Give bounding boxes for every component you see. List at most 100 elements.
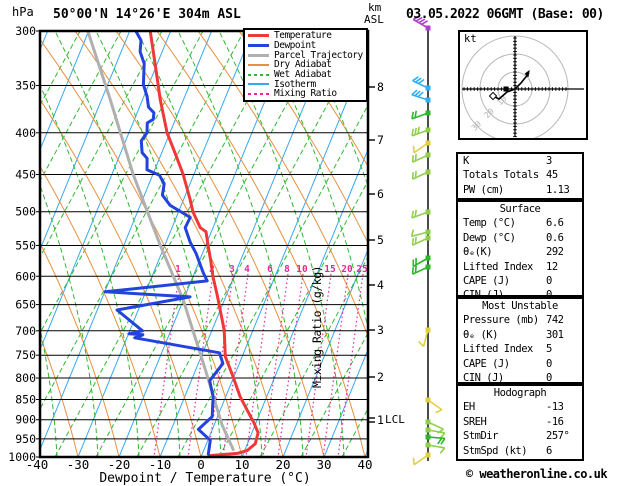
svg-text:4: 4 [377,278,384,292]
legend: Temperature Dewpoint Parcel Trajectory D… [243,28,368,102]
lcl-label: LCL [385,413,405,426]
dry-adiabat-line-swatch [248,63,269,66]
svg-text:40: 40 [357,457,372,472]
surface-table: Surface Temp (°C) 6.6 Dewp (°C) 0.6 θₑ(K… [456,200,584,301]
svg-text:400: 400 [15,126,36,140]
svg-text:300: 300 [15,24,36,38]
wind-barb [410,229,431,238]
watermark: © weatheronline.co.uk [465,467,608,481]
svg-text:6: 6 [377,187,384,201]
svg-text:900: 900 [15,413,36,427]
table-row: CAPE (J) 0 [463,357,552,370]
svg-text:550: 550 [15,238,36,252]
wind-barb [412,140,431,154]
wind-barb [411,110,431,120]
svg-text:10: 10 [234,457,249,472]
wind-barb [425,442,446,454]
parcel-trajectory-curve [86,32,235,451]
legend-item-dry-adiabat: Dry Adiabat [248,60,366,70]
most-unstable-table: Most Unstable Pressure (mb) 742 θₑ (K) 3… [456,297,584,384]
table-row: StmSpd (kt) 6 [463,444,552,457]
mixing-ratio-value-label: 20 [341,264,353,275]
mixing-ratio-axis-label: Mixing Ratio (g/kg) [310,265,324,388]
svg-text:600: 600 [15,269,36,283]
mixing-ratio-value-label: 10 [296,264,308,275]
plot-border [38,29,370,459]
table-row: EH -13 [463,401,564,414]
svg-text:750: 750 [15,348,36,362]
svg-text:350: 350 [15,79,36,93]
svg-text:-20: -20 [108,457,131,472]
svg-text:5: 5 [377,233,384,247]
svg-text:-30: -30 [67,457,90,472]
mixing-ratio-value-label: 25 [356,264,368,275]
station-title: 50°00'N 14°26'E 304m ASL [53,7,241,22]
svg-text:7: 7 [377,133,384,147]
mixing-ratio-value-label: 8 [284,264,290,275]
svg-text:800: 800 [15,371,36,385]
temperature-line-swatch [248,34,269,38]
wind-barb [411,264,431,275]
km-axis: 8 7 6 5 4 3 2 1 [368,80,384,427]
table-row: Temp (°C) 6.6 [463,217,564,230]
wind-barb [411,169,431,180]
altitude-axis-unit-km: km [368,1,382,14]
wind-barb [425,397,443,414]
legend-item-mixing-ratio: Mixing Ratio [248,89,366,99]
temperature-axis-labels: -40 -30 -20 -10 0 10 20 30 40 [26,457,373,472]
svg-text:2: 2 [377,370,384,384]
table-row: SREH -16 [463,415,564,428]
altitude-axis-unit-asl: ASL [364,13,384,26]
pressure-axis-labels: 300 350 400 450 500 550 600 650 700 750 800 850 900 9… [8,24,40,464]
wind-barb [411,126,431,137]
table-row: Dewp (°C) 0.6 [463,231,564,244]
wind-barb [411,209,431,219]
svg-text:3: 3 [377,323,384,337]
legend-item-isotherm: Isotherm [248,79,366,89]
hodograph-ring-label: 30 [470,119,483,132]
mixing-ratio-value-label: 6 [267,264,273,275]
mixing-ratio-value-label: 4 [244,264,250,275]
svg-text:-40: -40 [26,457,49,472]
x-axis-title: Dewpoint / Temperature (°C) [99,471,311,486]
table-row: CAPE (J) 0 [463,274,552,287]
svg-text:950: 950 [15,432,36,446]
svg-text:500: 500 [15,205,36,219]
dewpoint-line-swatch [248,44,269,48]
mixing-ratio-value-label: 1 [175,264,181,275]
hodograph-ring-label: 20 [483,107,496,120]
hodograph-panel: 10 20 30 kt [458,30,588,140]
svg-text:20: 20 [275,457,290,472]
svg-text:450: 450 [15,167,36,181]
svg-text:0: 0 [197,457,205,472]
wind-barb [412,255,431,268]
hodograph-trace [492,72,530,100]
table-row: Totals Totals 45 [463,169,558,182]
indices-table: K 3 Totals Totals 45 PW (cm) 1.13 [456,152,584,200]
hodograph-unit-label: kt [464,33,477,45]
wind-barb [425,434,446,445]
hodograph-table-title: Hodograph [493,387,547,399]
isotherm-line-swatch [248,83,269,86]
legend-item-parcel: Parcel Trajectory [248,50,366,60]
legend-item-temperature: Temperature [248,31,366,41]
table-row: StmDir 257° [463,430,570,443]
table-row: PW (cm) 1.13 [463,183,570,196]
temperature-curve [148,32,260,456]
table-row: Lifted Index 5 [463,343,552,356]
table-row: Pressure (mb) 742 [463,314,564,327]
mixing-ratio-line-swatch [248,92,269,95]
table-row: CIN (J) 0 [463,371,552,384]
mixing-ratio-value-label: 3 [229,264,235,275]
table-row: θₑ(K) 292 [463,246,564,259]
wind-barb [412,452,431,466]
dewpoint-curve [103,32,225,456]
wind-barb [418,327,431,347]
svg-text:-10: -10 [149,457,172,472]
svg-text:700: 700 [15,324,36,338]
wind-barb [411,235,431,246]
surface-table-title: Surface [499,203,541,215]
svg-text:1000: 1000 [8,450,36,464]
